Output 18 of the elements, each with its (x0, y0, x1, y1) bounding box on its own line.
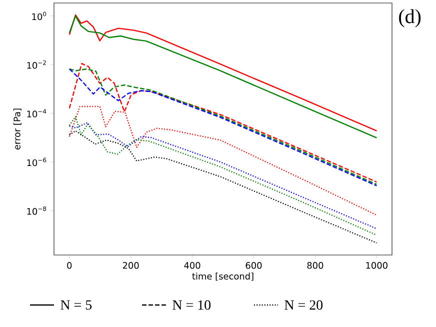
x-tick-label: 0 (67, 262, 72, 269)
text: N = 10 (172, 300, 211, 310)
x-tick-label: 1000 (366, 262, 388, 269)
x-tick-label: 800 (307, 262, 324, 269)
text: (d) (399, 9, 421, 28)
y-tick-label: 10$^{−6}$ (27, 158, 46, 166)
text: N = 20 (284, 300, 323, 310)
y-tick-label: 10$^{−8}$ (27, 206, 46, 215)
text: N = 5 (60, 300, 92, 310)
y-tick-label: 10$^{−4}$ (27, 109, 46, 118)
x-tick-label: 200 (122, 262, 139, 269)
y-tick-label: 10$^{0}$ (32, 12, 46, 20)
x-axis-title: time [second] (192, 272, 254, 281)
y-tick-label: 10$^{−2}$ (27, 60, 46, 69)
y-axis-title: error [Pa] (13, 108, 22, 150)
x-tick-label: 600 (246, 262, 262, 269)
line-series (68, 130, 378, 244)
x-tick-label: 400 (184, 262, 200, 269)
